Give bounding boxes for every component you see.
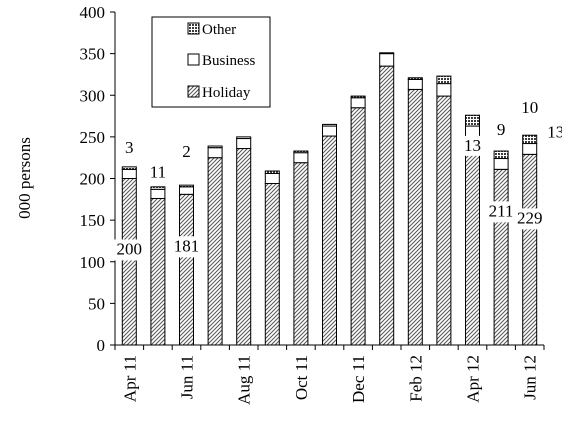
bar-holiday xyxy=(493,168,509,346)
data-label: 13 xyxy=(464,136,481,155)
x-tick-label: Apr 11 xyxy=(120,355,139,402)
x-tick-label: Jun 11 xyxy=(178,355,197,399)
data-label-bg xyxy=(512,208,548,230)
bar-holiday xyxy=(322,135,337,346)
bar-business xyxy=(293,152,309,164)
bar-holiday xyxy=(379,65,395,346)
y-tick-label: 250 xyxy=(80,128,106,147)
bar-other xyxy=(264,170,280,175)
legend-label-business: Business xyxy=(202,53,256,69)
y-tick-label: 0 xyxy=(97,336,106,355)
bar-other xyxy=(522,134,538,145)
bar-other xyxy=(236,136,252,140)
x-tick-label: Apr 12 xyxy=(464,355,483,403)
bar-holiday xyxy=(236,148,252,346)
x-tick-label: Dec 11 xyxy=(349,355,368,403)
bar-other xyxy=(293,150,309,154)
bar-business xyxy=(179,186,194,195)
bar-holiday xyxy=(407,88,423,346)
bar-business xyxy=(322,125,337,137)
y-tick-label: 150 xyxy=(80,211,106,230)
bar-business xyxy=(522,143,538,155)
x-tick-label: Jun 12 xyxy=(521,355,540,400)
data-label: 3 xyxy=(125,138,134,157)
legend: Other Business Holiday xyxy=(151,16,271,108)
bar-business xyxy=(207,147,223,159)
x-axis-ticks: Apr 11 Jun 11 Aug 11 Oct 11 Dec 11 Feb 12 Apr … xyxy=(114,345,545,405)
data-label: 10 xyxy=(521,98,538,117)
data-label-bg xyxy=(111,239,147,261)
legend-swatch-holiday xyxy=(187,85,200,98)
bar-business xyxy=(493,158,509,170)
bar-holiday xyxy=(350,107,366,346)
bar-business xyxy=(236,138,252,150)
data-label: 229 xyxy=(517,208,543,227)
legend-box xyxy=(151,16,271,108)
bar-other xyxy=(150,186,166,190)
data-label: 211 xyxy=(489,201,514,220)
legend-swatch-business xyxy=(187,53,200,66)
data-labels: 3 11 2 181 200 13 9 211 10 13 229 xyxy=(111,98,562,261)
bar-holiday xyxy=(207,157,223,346)
bar-holiday xyxy=(293,162,309,346)
y-tick-label: 400 xyxy=(80,3,106,22)
bar-business xyxy=(264,173,280,184)
bar-business xyxy=(379,53,395,67)
bar-other xyxy=(379,52,395,55)
y-axis-ticks: 0 50 100 150 200 250 300 350 400 xyxy=(80,3,115,355)
bar-business xyxy=(350,97,366,109)
bar-business xyxy=(150,188,166,199)
bar-other xyxy=(350,95,366,99)
bar-holiday xyxy=(436,95,452,346)
bar-other xyxy=(436,75,452,85)
bar-other xyxy=(322,123,337,127)
data-label: 13 xyxy=(547,123,562,142)
data-label: 181 xyxy=(174,236,200,255)
bar-business xyxy=(436,83,452,97)
legend-swatch-other xyxy=(187,22,200,35)
data-label-bg xyxy=(460,135,485,156)
bar-other xyxy=(493,150,509,160)
legend-label-holiday: Holiday xyxy=(202,85,251,101)
x-tick-label: Feb 12 xyxy=(406,355,425,402)
x-tick-label: Aug 11 xyxy=(235,355,254,405)
legend-label-other: Other xyxy=(202,22,236,38)
y-tick-label: 200 xyxy=(80,170,106,189)
bar-other xyxy=(179,184,194,188)
bar-other xyxy=(407,77,423,80)
y-axis-label: 000 persons xyxy=(15,137,34,219)
data-label: 200 xyxy=(117,240,143,259)
data-label-bg xyxy=(169,236,204,258)
y-tick-label: 100 xyxy=(80,253,106,272)
bar-holiday xyxy=(121,178,137,346)
data-label-bg xyxy=(483,201,519,223)
bar-other xyxy=(207,145,223,149)
y-tick-label: 350 xyxy=(80,45,106,64)
y-tick-label: 300 xyxy=(80,86,106,105)
bars xyxy=(121,52,538,346)
bar-other xyxy=(121,166,137,170)
y-tick-label: 50 xyxy=(88,294,105,313)
data-label: 9 xyxy=(497,120,506,139)
bar-business xyxy=(407,78,423,90)
x-tick-label: Oct 11 xyxy=(292,355,311,400)
data-label-bg xyxy=(543,122,562,143)
bar-holiday xyxy=(150,197,166,346)
bar-holiday xyxy=(264,182,280,346)
bar-holiday xyxy=(465,136,480,346)
data-label: 2 xyxy=(182,142,191,161)
bar-holiday xyxy=(522,153,538,346)
bar-holiday xyxy=(179,193,194,346)
data-label: 11 xyxy=(150,162,166,181)
bar-other xyxy=(465,114,480,127)
bar-business xyxy=(121,168,137,179)
